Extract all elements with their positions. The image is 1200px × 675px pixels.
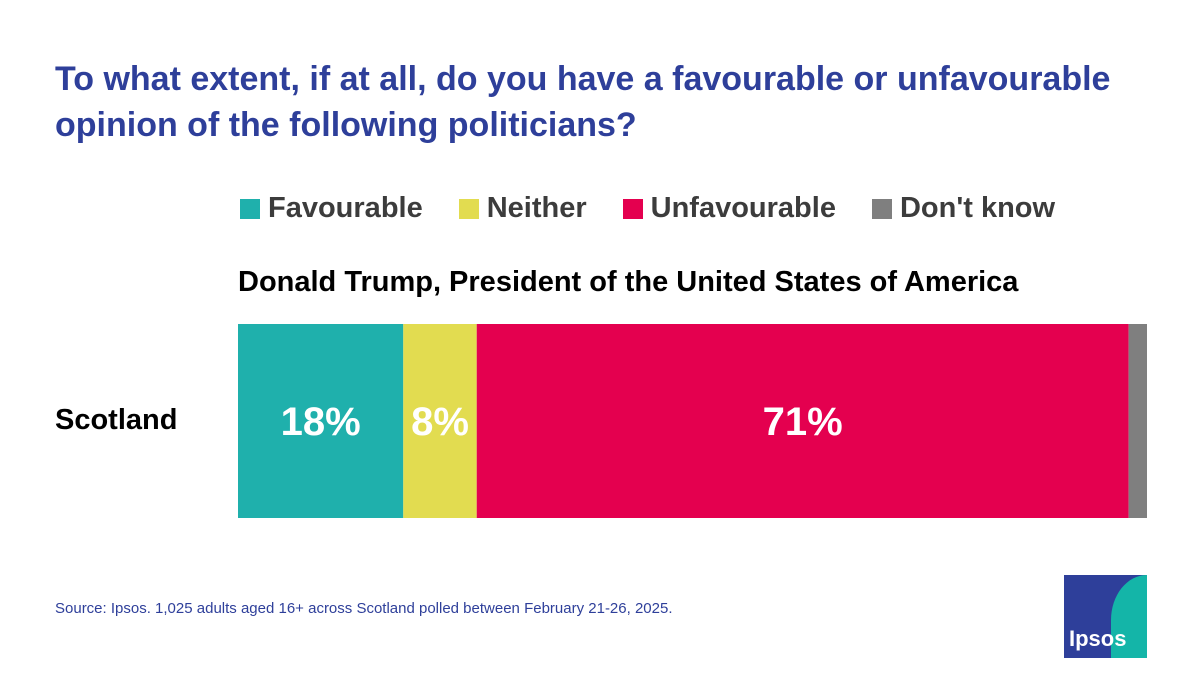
bar-segment-neither bbox=[403, 324, 477, 518]
bar-segment-favourable bbox=[238, 324, 404, 518]
legend-swatch-dont-know bbox=[871, 198, 892, 219]
data-label-unfavourable: 71% bbox=[763, 400, 843, 444]
data-label-neither: 8% bbox=[411, 400, 469, 444]
legend-swatch-unfavourable bbox=[622, 198, 643, 219]
ipsos-logo: Ipsos bbox=[1064, 575, 1147, 658]
legend-label-dont-know: Don't know bbox=[899, 192, 1056, 224]
data-label-favourable: 18% bbox=[281, 400, 361, 444]
legend-item-neither: Neither bbox=[458, 192, 587, 225]
bar-segment-unfavourable bbox=[476, 324, 1129, 518]
legend-swatch-neither bbox=[458, 198, 479, 219]
logo-text: Ipsos bbox=[1069, 626, 1127, 651]
legend-swatch-favourable bbox=[240, 198, 260, 219]
source-note: Source: Ipsos. 1,025 adults aged 16+ acr… bbox=[55, 600, 673, 617]
row-label-scotland: Scotland bbox=[55, 404, 178, 436]
legend-label-neither: Neither bbox=[486, 192, 587, 224]
legend: Favourable Neither Unfavourable Don't kn… bbox=[240, 192, 1055, 225]
legend-label-unfavourable: Unfavourable bbox=[650, 192, 836, 224]
legend-item-unfavourable: Unfavourable bbox=[622, 192, 836, 225]
legend-label-favourable: Favourable bbox=[268, 192, 423, 224]
chart-subtitle: Donald Trump, President of the United St… bbox=[238, 266, 1019, 298]
legend-item-dont-know: Don't know bbox=[871, 192, 1056, 225]
chart-title: To what extent, if at all, do you have a… bbox=[55, 60, 1111, 144]
legend-item-favourable: Favourable bbox=[240, 192, 423, 225]
bar-segment-don-t-know bbox=[1128, 324, 1147, 518]
